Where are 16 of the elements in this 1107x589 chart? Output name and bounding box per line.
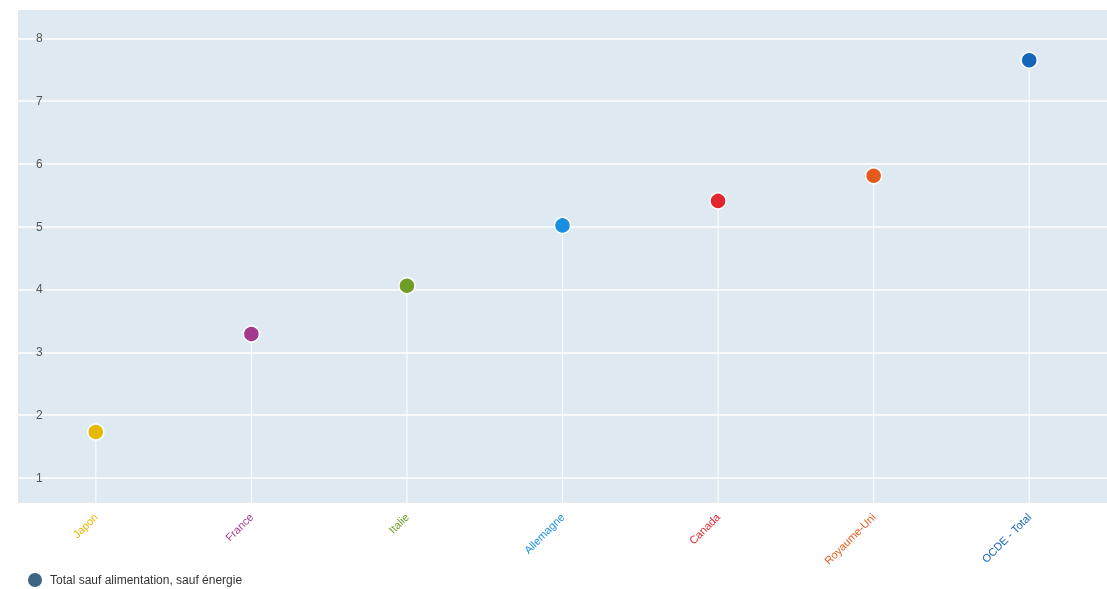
point (709, 192, 727, 210)
point (242, 325, 261, 343)
y-tick-label: 7 (36, 94, 43, 109)
y-tick-label: 8 (36, 31, 43, 46)
y-tick-label: 5 (36, 219, 43, 234)
y-tick-label: 3 (36, 345, 43, 360)
y-tick-label: 1 (36, 470, 43, 485)
y-tick-label: 2 (36, 408, 43, 423)
text: Total sauf alimentation, sauf énergie (50, 573, 243, 587)
y-tick-label: 4 (36, 282, 43, 297)
point (398, 276, 416, 295)
point (553, 216, 572, 235)
point (1020, 51, 1038, 69)
y-tick-label: 6 (36, 156, 43, 171)
point (87, 423, 105, 441)
point (864, 167, 883, 185)
